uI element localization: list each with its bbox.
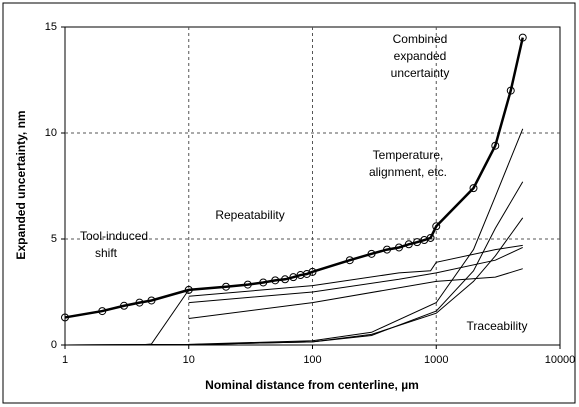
x-tick-label: 10 bbox=[183, 354, 195, 366]
series-line bbox=[188, 244, 523, 297]
annotation: expanded bbox=[394, 49, 447, 63]
y-axis-title: Expanded uncertainty, nm bbox=[14, 110, 28, 259]
marker bbox=[61, 313, 69, 322]
marker bbox=[394, 243, 403, 252]
x-tick-label: 100 bbox=[303, 354, 321, 366]
marker bbox=[243, 280, 252, 289]
annotation: Temperature, bbox=[373, 148, 444, 162]
series-line bbox=[188, 268, 523, 319]
marker bbox=[491, 141, 500, 150]
marker bbox=[296, 271, 305, 280]
marker bbox=[281, 275, 290, 284]
marker bbox=[147, 296, 156, 305]
marker bbox=[135, 298, 144, 307]
y-tick-label: 5 bbox=[51, 233, 57, 245]
annotation: Combined bbox=[393, 32, 448, 46]
marker bbox=[302, 269, 311, 278]
series-line bbox=[65, 289, 190, 346]
marker bbox=[259, 278, 268, 287]
marker bbox=[184, 285, 193, 294]
y-tick-label: 10 bbox=[45, 127, 57, 139]
y-tick-label: 0 bbox=[51, 339, 57, 351]
series-line bbox=[188, 247, 523, 304]
marker bbox=[383, 245, 392, 254]
marker bbox=[289, 273, 298, 282]
series-line bbox=[64, 37, 524, 319]
annotation: Traceability bbox=[467, 319, 528, 333]
marker bbox=[271, 276, 280, 285]
marker bbox=[404, 240, 413, 249]
marker bbox=[367, 249, 376, 258]
x-axis-title: Nominal distance from centerline, µm bbox=[205, 378, 419, 392]
annotation: uncertainty bbox=[391, 66, 450, 80]
annotation: Tool-induced bbox=[80, 229, 148, 243]
marker bbox=[222, 282, 231, 291]
marker bbox=[506, 86, 515, 95]
marker bbox=[120, 301, 129, 310]
marker bbox=[432, 222, 441, 231]
marker bbox=[345, 256, 354, 265]
marker bbox=[469, 184, 478, 193]
x-tick-label: 10000 bbox=[545, 354, 576, 366]
marker bbox=[426, 233, 435, 242]
x-tick-label: 1 bbox=[62, 354, 68, 366]
marker bbox=[308, 267, 317, 276]
marker bbox=[518, 33, 527, 42]
x-tick-label: 1000 bbox=[424, 354, 448, 366]
annotation: alignment, etc. bbox=[369, 165, 447, 179]
series-line bbox=[64, 217, 524, 346]
annotation: Repeatability bbox=[215, 208, 284, 222]
y-tick-label: 15 bbox=[45, 21, 57, 33]
annotation: shift bbox=[95, 246, 118, 260]
marker bbox=[413, 238, 422, 247]
marker bbox=[98, 307, 107, 316]
